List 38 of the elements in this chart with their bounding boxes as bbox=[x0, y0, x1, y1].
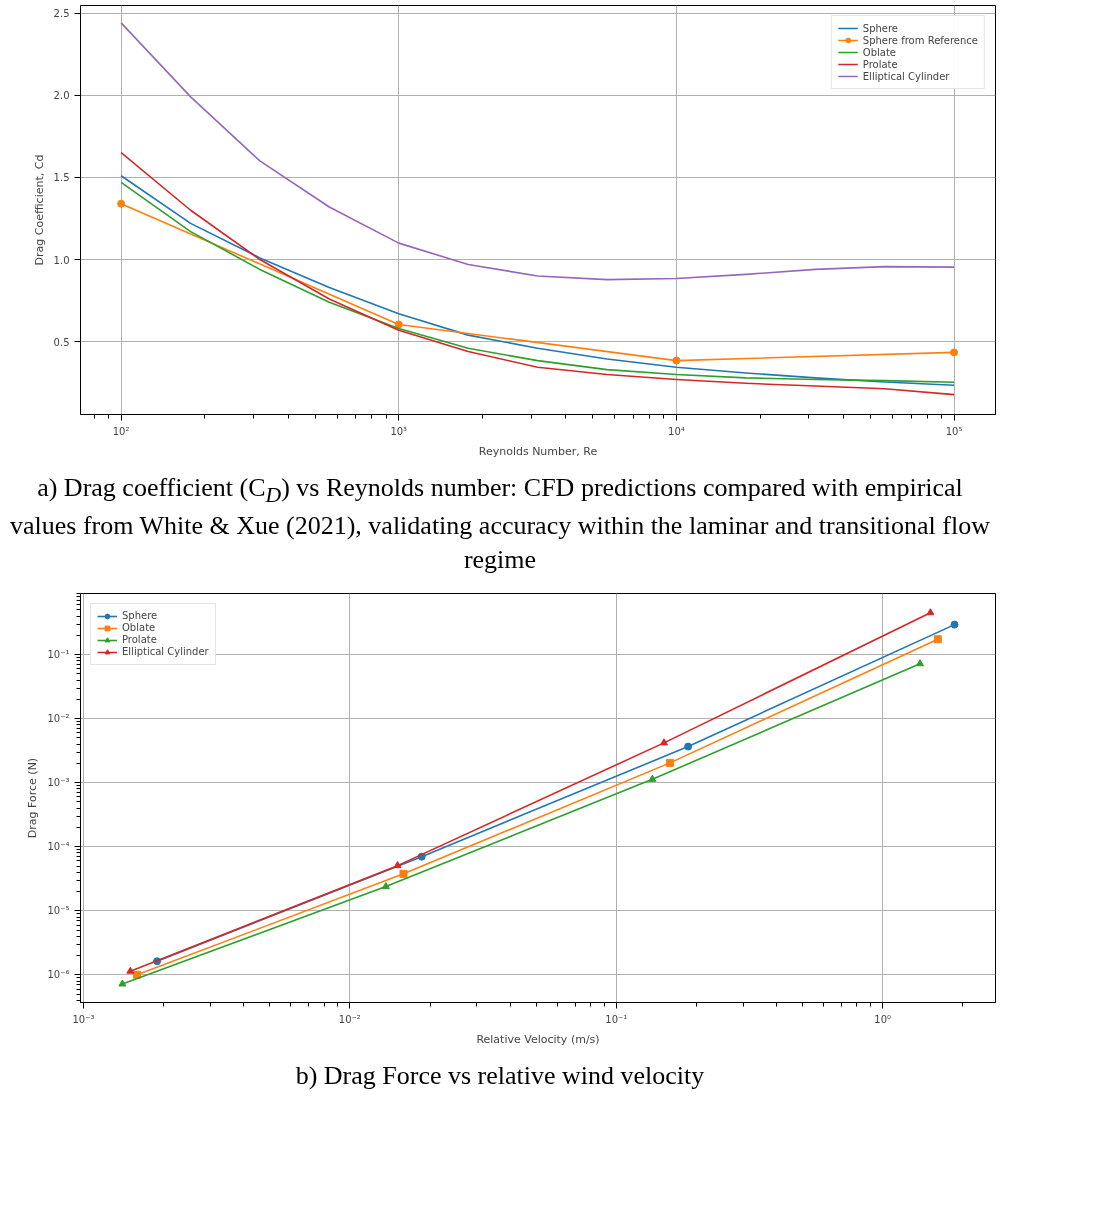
x-tick-label: 10⁴ bbox=[668, 425, 685, 437]
x-tick-label: 10² bbox=[112, 425, 130, 437]
legend-label: Oblate bbox=[122, 621, 156, 634]
point bbox=[672, 356, 681, 365]
x-axis-title: Relative Velocity (m/s) bbox=[476, 1032, 600, 1046]
legend-label: Sphere from Reference bbox=[862, 34, 978, 46]
point bbox=[950, 348, 959, 357]
legend-label: Elliptical Cylinder bbox=[862, 70, 950, 82]
y-axis-title: Drag Force (N) bbox=[26, 757, 40, 839]
y-tick-label: 0.5 bbox=[53, 336, 70, 348]
y-tick-label: 10⁻⁶ bbox=[47, 969, 70, 981]
y-tick-label: 2.5 bbox=[53, 8, 70, 20]
y-tick-label: 10⁻² bbox=[47, 713, 70, 725]
x-tick-label: 10⁰ bbox=[874, 1013, 892, 1025]
text: a) Drag coefficient (C$_{D}$) vs Reynolds number: CFD predictions compared with empirical values from White & Xue (2021), validating accuracy within the laminar and transitional flow regime bbox=[9, 472, 991, 577]
y-tick-label: 2.0 bbox=[53, 90, 70, 102]
legend-label: Prolate bbox=[862, 58, 898, 70]
x-tick-label: 10⁻³ bbox=[72, 1013, 95, 1025]
legend-label: Sphere bbox=[122, 609, 158, 622]
y-axis-title: Drag Coefficient, Cd bbox=[32, 154, 46, 266]
x-tick-label: 10³ bbox=[390, 425, 408, 437]
legend-label: Sphere bbox=[862, 22, 899, 34]
legend-label: Oblate bbox=[862, 46, 896, 58]
legend-label: Elliptical Cylinder bbox=[122, 645, 209, 658]
y-tick-label: 10⁻⁵ bbox=[47, 905, 70, 917]
x-tick-label: 10⁻¹ bbox=[605, 1013, 628, 1025]
y-tick-label: 10⁻⁴ bbox=[47, 841, 70, 853]
y-tick-label: 1.5 bbox=[53, 172, 70, 184]
text: b) Drag Force vs relative wind velocity bbox=[294, 1059, 706, 1092]
x-tick-label: 10⁵ bbox=[945, 425, 963, 437]
x-axis-title: Reynolds Number, Re bbox=[478, 444, 598, 458]
y-tick-label: 10⁻³ bbox=[47, 777, 70, 789]
x-tick-label: 10⁻² bbox=[338, 1013, 361, 1025]
legend-label: Prolate bbox=[122, 633, 157, 646]
point bbox=[117, 199, 126, 208]
y-tick-label: 1.0 bbox=[53, 254, 70, 266]
point bbox=[394, 320, 403, 329]
y-tick-label: 10⁻¹ bbox=[47, 649, 70, 661]
